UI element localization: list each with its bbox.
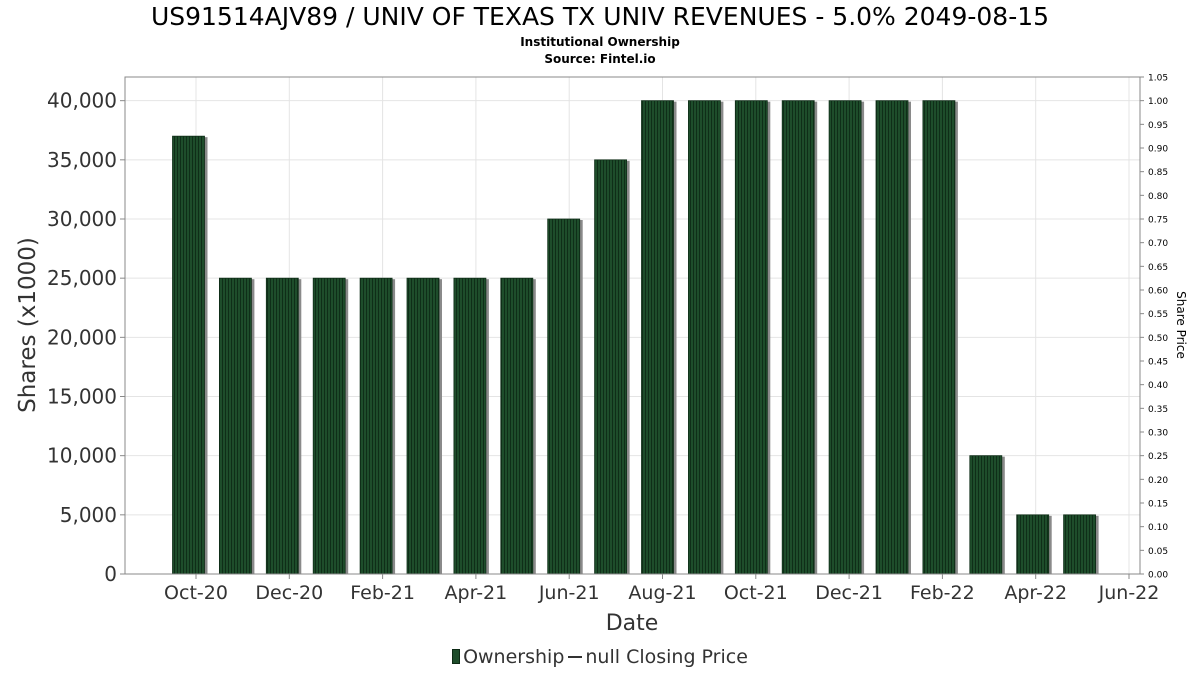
ownership-bar bbox=[828, 100, 862, 575]
y2-tick-label: 0.55 bbox=[1148, 310, 1168, 320]
x-tick-label: Feb-22 bbox=[910, 582, 975, 604]
axes: 0 5,000 10,000 15,000 20,000 25,000 30,000 35,0… bbox=[47, 74, 1168, 605]
chart-source: Source: Fintel.io bbox=[544, 52, 656, 66]
y-axis-label: Shares (x1000) bbox=[15, 237, 41, 413]
ownership-bar bbox=[688, 100, 721, 575]
x-tick-label: Jun-22 bbox=[1098, 582, 1160, 604]
price-legend-line bbox=[568, 656, 583, 658]
y2-tick-label: 1.00 bbox=[1148, 97, 1168, 107]
ownership-bar bbox=[594, 159, 627, 575]
price-legend-label: null Closing Price bbox=[585, 646, 748, 668]
x-tick-label: Apr-22 bbox=[1004, 582, 1067, 604]
x-tick-label: Oct-20 bbox=[164, 582, 228, 604]
ownership-bar bbox=[1063, 514, 1096, 575]
y2-tick-label: 0.70 bbox=[1148, 239, 1168, 249]
ownership-bar bbox=[734, 100, 768, 575]
y-tick-label: 40,000 bbox=[47, 89, 117, 113]
y-tick-label: 20,000 bbox=[47, 325, 117, 349]
chart-title: US91514AJV89 / UNIV OF TEXAS TX UNIV REV… bbox=[150, 2, 1050, 31]
ownership-legend-swatch bbox=[452, 649, 461, 664]
y2-tick-label: 0.25 bbox=[1148, 452, 1168, 462]
y2-tick-label: 0.75 bbox=[1148, 216, 1168, 226]
y-tick-label: 25,000 bbox=[47, 266, 117, 290]
y-tick-label: 15,000 bbox=[47, 385, 117, 409]
y2-tick-label: 0.05 bbox=[1148, 547, 1168, 557]
y2-tick-label: 1.05 bbox=[1148, 74, 1168, 84]
y2-tick-label: 0.00 bbox=[1148, 571, 1168, 581]
bars bbox=[172, 100, 1099, 575]
y2-tick-label: 0.85 bbox=[1148, 168, 1168, 178]
ownership-bar bbox=[781, 100, 815, 575]
x-tick-label: Aug-21 bbox=[628, 582, 696, 604]
ownership-bar bbox=[641, 100, 674, 575]
y2-tick-label: 0.35 bbox=[1148, 405, 1168, 415]
y-tick-label: 5,000 bbox=[60, 503, 117, 527]
y-tick-label: 10,000 bbox=[47, 444, 117, 468]
x-axis-label: Date bbox=[606, 611, 659, 636]
legend: Ownership null Closing Price bbox=[0, 646, 1200, 668]
y2-tick-label: 0.20 bbox=[1148, 476, 1168, 486]
ownership-bar bbox=[922, 100, 956, 575]
ownership-bar bbox=[218, 277, 252, 575]
ownership-bar bbox=[453, 277, 487, 575]
x-tick-label: Apr-21 bbox=[445, 582, 508, 604]
x-tick-label: Feb-21 bbox=[350, 582, 415, 604]
x-tick-label: Dec-20 bbox=[255, 582, 323, 604]
y2-tick-label: 0.10 bbox=[1148, 523, 1168, 533]
x-tick-label: Oct-21 bbox=[724, 582, 788, 604]
ownership-bar bbox=[969, 455, 1003, 575]
y-tick-label: 35,000 bbox=[47, 148, 117, 172]
y2-tick-label: 0.15 bbox=[1148, 500, 1168, 510]
y2-tick-label: 0.95 bbox=[1148, 121, 1168, 131]
ownership-bar bbox=[265, 277, 299, 575]
y2-tick-label: 0.65 bbox=[1148, 263, 1168, 273]
chart-subtitle: Institutional Ownership bbox=[520, 35, 680, 49]
y2-tick-label: 0.90 bbox=[1148, 145, 1168, 155]
y2-tick-label: 0.80 bbox=[1148, 192, 1168, 202]
ownership-bar bbox=[359, 277, 393, 575]
y2-tick-label: 0.40 bbox=[1148, 381, 1168, 391]
y2-tick-label: 0.50 bbox=[1148, 334, 1168, 344]
ownership-bar bbox=[172, 135, 205, 575]
ownership-bar bbox=[875, 100, 909, 575]
ownership-bar bbox=[547, 218, 581, 575]
ownership-bar bbox=[1016, 514, 1050, 575]
y2-tick-label: 0.45 bbox=[1148, 358, 1168, 368]
y2-tick-label: 0.60 bbox=[1148, 287, 1168, 297]
y-tick-label: 0 bbox=[104, 562, 117, 586]
ownership-bar bbox=[406, 277, 440, 575]
y-tick-label: 30,000 bbox=[47, 207, 117, 231]
y2-tick-label: 0.30 bbox=[1148, 429, 1168, 439]
x-tick-label: Jun-21 bbox=[538, 582, 600, 604]
x-tick-label: Dec-21 bbox=[815, 582, 883, 604]
ownership-bar bbox=[312, 277, 346, 575]
plot-frame bbox=[124, 76, 1141, 575]
ownership-legend-label: Ownership bbox=[463, 646, 565, 668]
y2-axis-label: Share Price bbox=[1174, 291, 1188, 359]
ownership-bar bbox=[500, 277, 534, 575]
